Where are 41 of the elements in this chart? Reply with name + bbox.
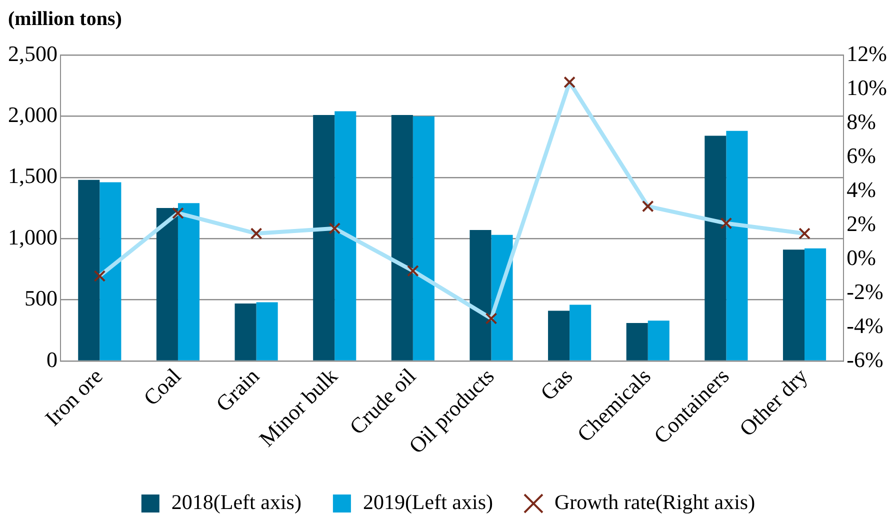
y-tick-label: 1,000 (8, 224, 58, 250)
y-tick-label: 500 (24, 286, 58, 311)
bar (412, 116, 434, 360)
y-axis-title: (million tons) (8, 8, 122, 30)
bar (234, 303, 256, 360)
bar (178, 203, 200, 360)
bar (470, 230, 492, 360)
bar (78, 180, 100, 360)
bar (726, 130, 748, 360)
bar (391, 114, 413, 360)
y2-tick-label: 10% (846, 74, 887, 100)
y2-tick-label: 2% (846, 210, 876, 236)
bar (626, 323, 648, 360)
y2-tick-label: -2% (846, 278, 884, 304)
y2-tick-label: 12% (846, 40, 887, 66)
bar (648, 320, 670, 360)
bar (100, 182, 122, 360)
y-tick-label: 0 (46, 346, 58, 372)
bar (804, 248, 826, 360)
y-tick-label: 2,500 (8, 40, 58, 66)
bar (782, 250, 805, 360)
bar (313, 114, 335, 360)
bar (334, 111, 356, 360)
y2-tick-label: 8% (846, 108, 876, 134)
bar (704, 136, 726, 360)
y2-tick-label: 6% (846, 142, 876, 168)
bar (548, 310, 570, 360)
bar (256, 302, 278, 360)
y2-tick-label: 4% (846, 176, 876, 202)
bar (156, 208, 178, 360)
y-tick-label: 2,000 (8, 102, 58, 127)
y2-tick-label: 0% (846, 244, 876, 270)
y2-tick-label: -4% (846, 312, 884, 338)
y2-tick-label: -6% (846, 346, 884, 372)
bar (570, 304, 592, 360)
x-tick-label: Gas (535, 363, 578, 406)
x-tick-label: Coal (138, 363, 186, 410)
legend-label: Growth rate(Right axis) (554, 490, 756, 514)
legend-label: 2019(Left axis) (362, 490, 493, 514)
legend-label: 2018(Left axis) (171, 490, 302, 514)
y-tick-label: 1,500 (8, 163, 58, 188)
